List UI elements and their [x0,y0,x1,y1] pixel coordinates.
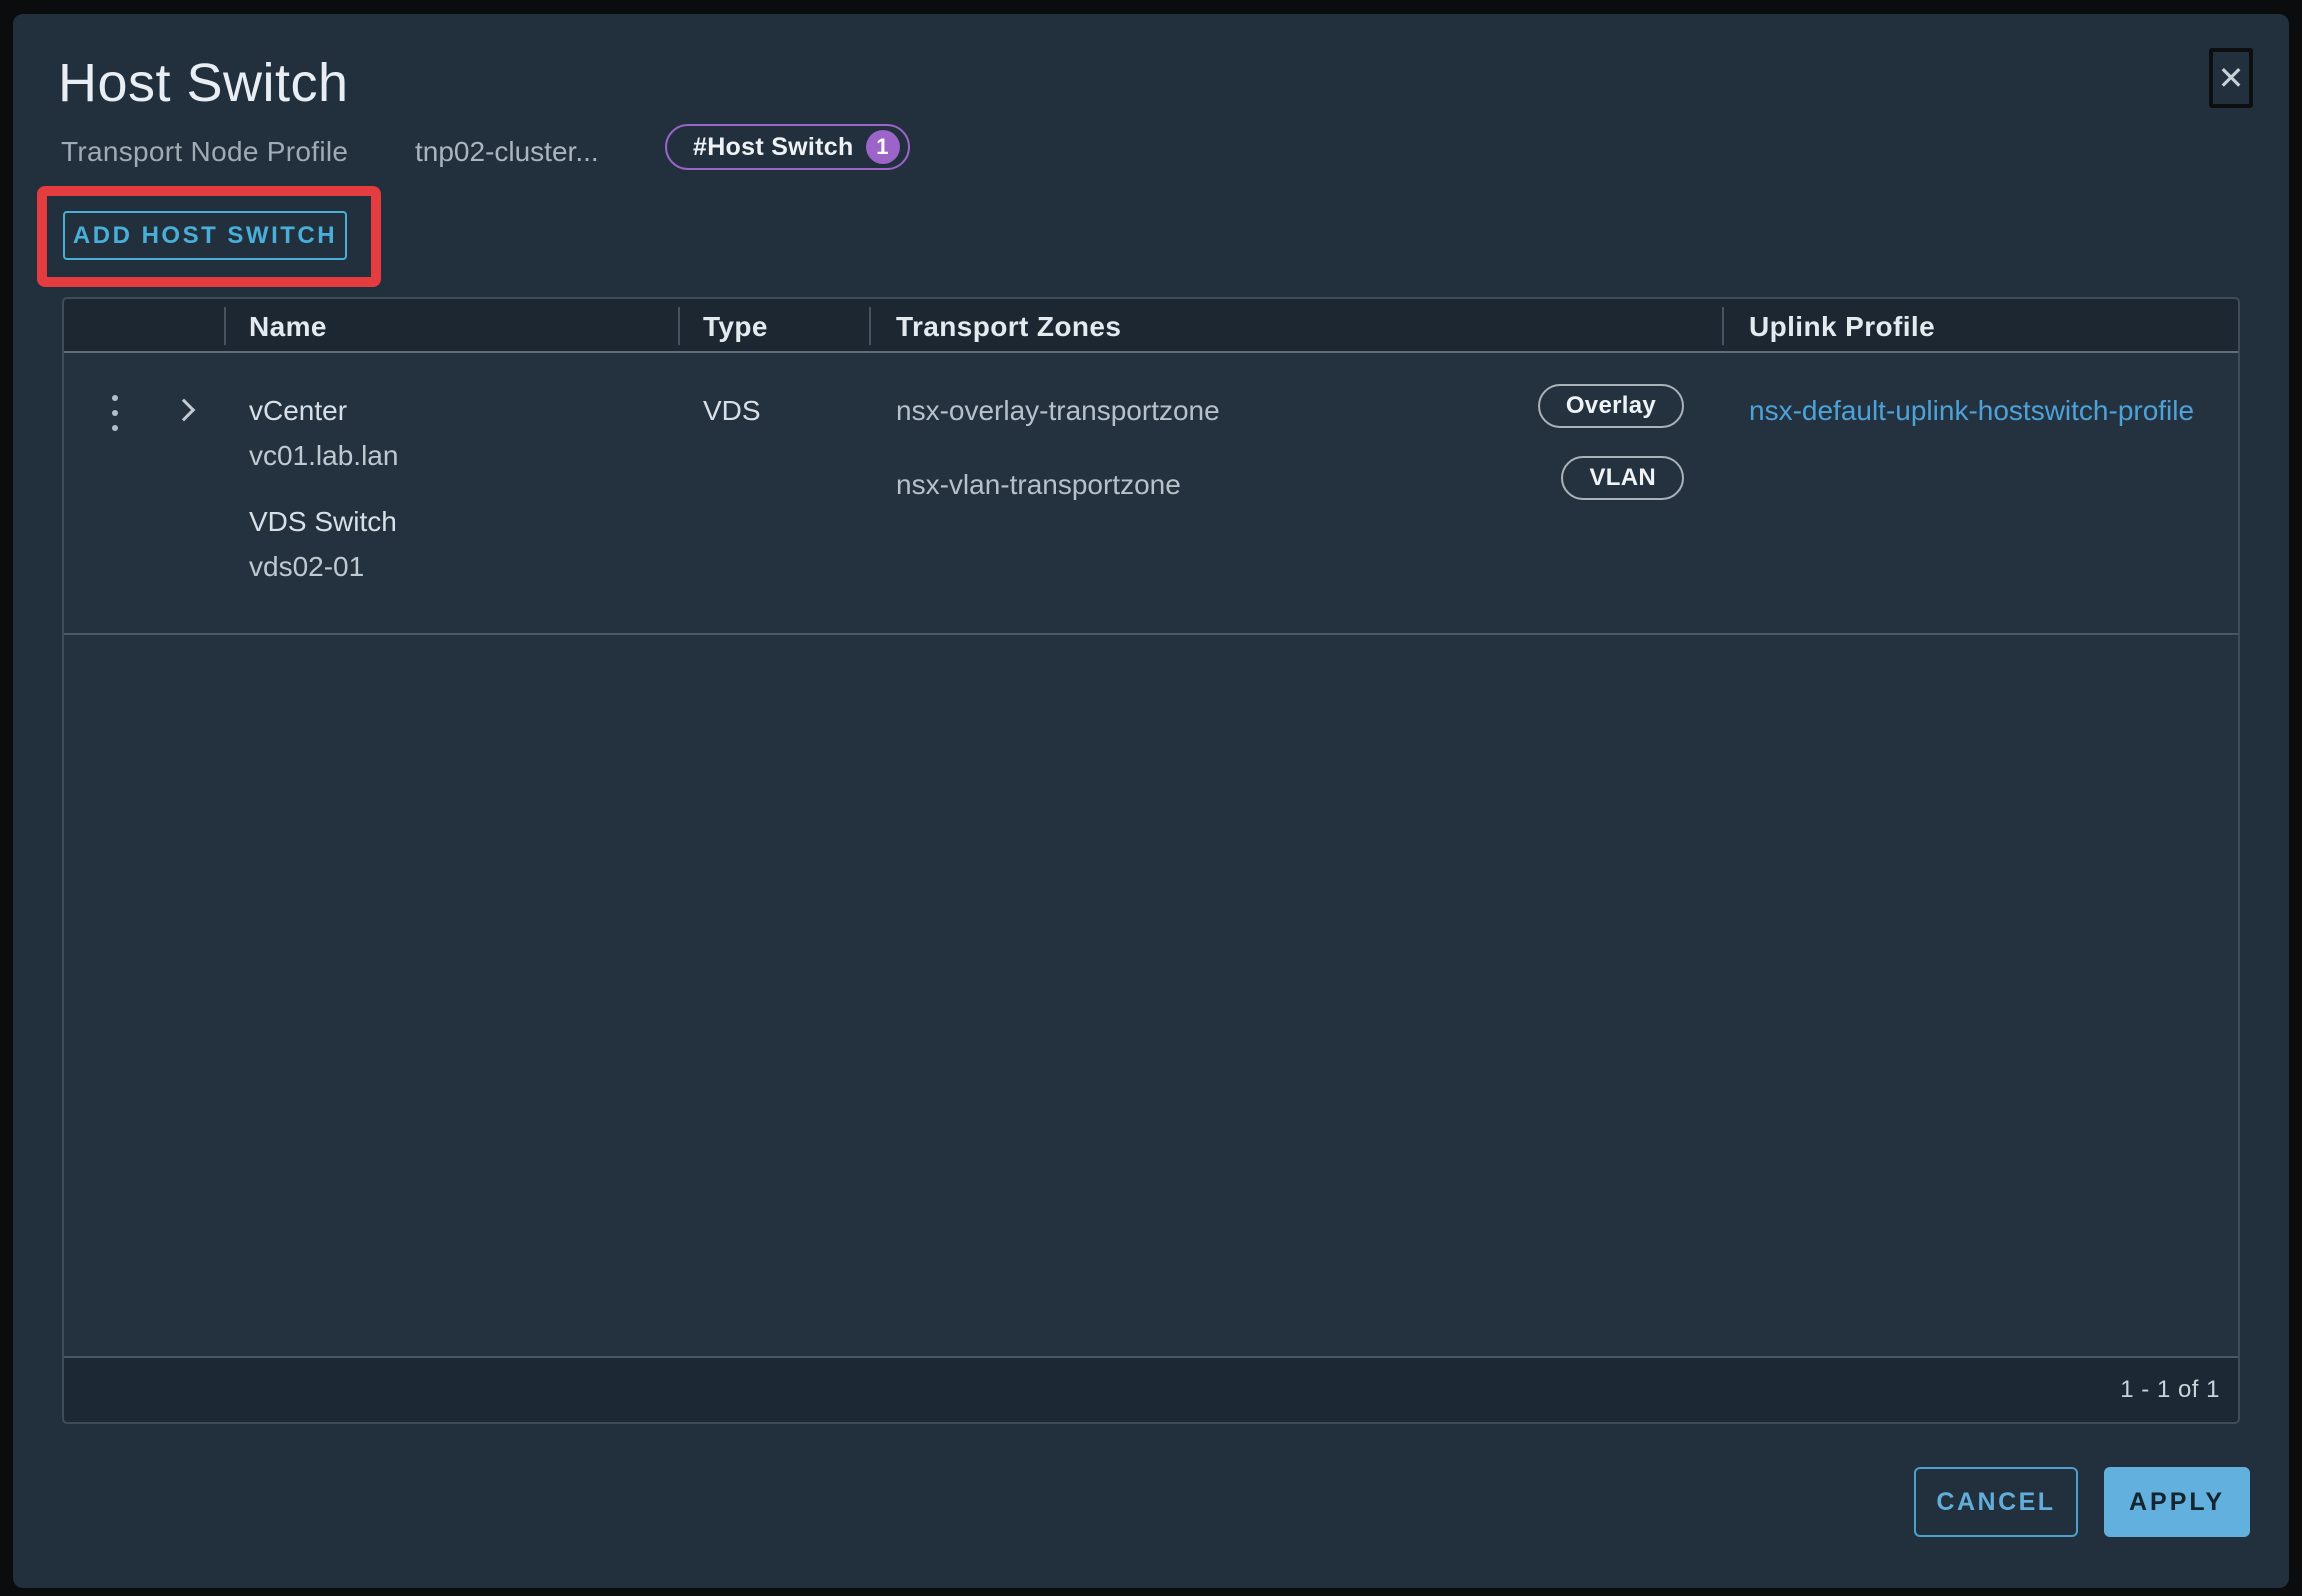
vlan-badge: VLAN [1561,456,1684,500]
column-separator [1722,307,1724,345]
table-footer: 1 - 1 of 1 [64,1356,2238,1422]
row-switch-value: vds02-01 [249,551,365,582]
row-expand-chevron-right-icon[interactable] [174,400,194,420]
cancel-button[interactable]: CANCEL [1914,1467,2078,1537]
transport-zone-name: nsx-overlay-transportzone [896,395,1220,426]
column-header-type: Type [703,311,768,342]
host-switch-badge-count: 1 [865,130,900,164]
row-divider [64,633,2238,635]
overlay-badge: Overlay [1537,384,1684,428]
table-header: Name Type Transport Zones Uplink Profile [64,299,2238,353]
host-switch-badge-label: #Host Switch [693,132,854,161]
column-separator [678,307,680,345]
close-button[interactable]: ✕ [2209,48,2253,108]
row-name-secondary: vc01.lab.lan [249,440,399,471]
row-type: VDS [703,395,761,426]
row-actions-menu-icon[interactable] [106,395,124,431]
column-header-name: Name [249,311,327,342]
column-header-transport-zones: Transport Zones [896,311,1122,342]
column-header-uplink-profile: Uplink Profile [1749,311,1936,342]
uplink-profile-link[interactable]: nsx-default-uplink-hostswitch-profile [1749,395,2195,426]
add-host-switch-button[interactable]: ADD HOST SWITCH [63,211,347,260]
apply-button[interactable]: APPLY [2104,1467,2250,1537]
row-switch-label: VDS Switch [249,506,397,537]
pagination-status: 1 - 1 of 1 [2120,1376,2220,1403]
host-switch-count-badge: #Host Switch 1 [665,124,910,170]
transport-node-profile-value: tnp02-cluster... [415,136,599,167]
page-title: Host Switch [58,53,349,113]
column-separator [224,307,226,345]
column-separator [869,307,871,345]
transport-node-profile-label: Transport Node Profile [61,136,349,167]
transport-zone-name: nsx-vlan-transportzone [896,469,1181,500]
host-switch-table: Name Type Transport Zones Uplink Profile… [62,297,2240,1424]
row-name-primary: vCenter [249,395,348,426]
host-switch-dialog: Host Switch ✕ Transport Node Profile tnp… [13,14,2289,1588]
close-icon: ✕ [2217,60,2245,96]
